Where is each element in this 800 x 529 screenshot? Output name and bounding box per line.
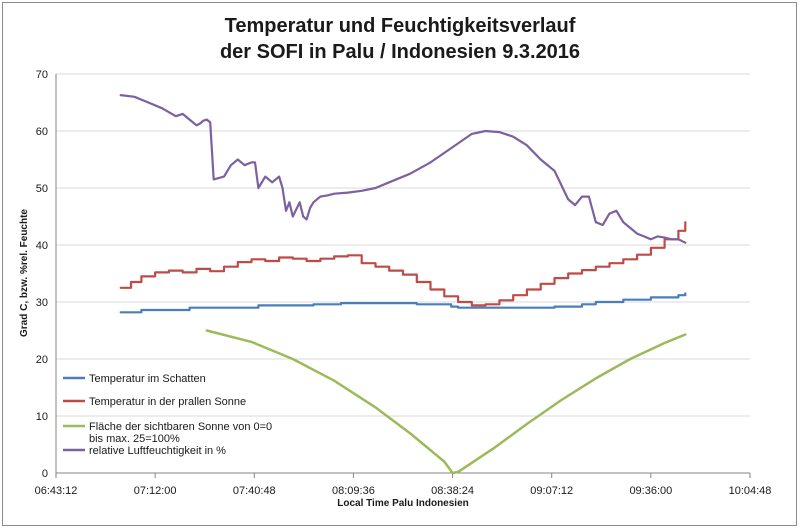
x-tick-label: 10:04:48 bbox=[729, 485, 772, 497]
series-line-sonne bbox=[119, 221, 687, 307]
legend-label-sonnenflaeche-line1: Fläche der sichtbaren Sonne von 0=0 bbox=[89, 421, 272, 433]
axes bbox=[55, 74, 750, 474]
x-tick-label: 07:40:48 bbox=[233, 485, 276, 497]
y-tick-label: 70 bbox=[36, 69, 48, 81]
series-line-schatten bbox=[119, 292, 687, 314]
y-tick-label: 30 bbox=[36, 297, 48, 309]
legend: Temperatur im Schatten Temperatur in der… bbox=[63, 373, 272, 457]
x-axis-label: Local Time Palu Indonesien bbox=[337, 498, 469, 509]
y-tick-label: 60 bbox=[36, 126, 48, 138]
legend-label-feuchte: relative Luftfeuchtigkeit in % bbox=[89, 445, 226, 457]
legend-label-sonne: Temperatur in der prallen Sonne bbox=[89, 396, 246, 408]
series-line-sonnenflaeche bbox=[205, 329, 687, 475]
y-axis-label: Grad C, bzw. %rel. Feuchte bbox=[19, 209, 30, 337]
y-tick-label: 10 bbox=[36, 411, 48, 423]
series-lines bbox=[119, 94, 687, 475]
x-tick-labels: 06:43:12 07:12:00 07:40:48 08:09:36 08:38:24… bbox=[35, 473, 772, 497]
chart-title-line1: Temperatur und Feuchtigkeitsverlauf bbox=[224, 15, 576, 37]
y-tick-labels: 0 10 20 30 40 50 60 70 bbox=[36, 69, 48, 480]
x-tick-label: 09:07:12 bbox=[530, 485, 573, 497]
legend-label-sonnenflaeche-line2: bis max. 25=100% bbox=[89, 433, 180, 445]
y-tick-label: 20 bbox=[36, 354, 48, 366]
x-tick-label: 08:09:36 bbox=[332, 485, 375, 497]
chart-title-line2: der SOFI in Palu / Indonesien 9.3.2016 bbox=[219, 41, 581, 63]
y-tick-label: 40 bbox=[36, 240, 48, 252]
x-tick-label: 08:38:24 bbox=[431, 485, 474, 497]
x-tick-label: 07:12:00 bbox=[134, 485, 177, 497]
y-tick-label: 0 bbox=[42, 468, 48, 480]
legend-label-schatten: Temperatur im Schatten bbox=[89, 373, 206, 385]
series-line-feuchte bbox=[119, 94, 687, 244]
gridlines bbox=[56, 73, 750, 417]
y-tick-label: 50 bbox=[36, 183, 48, 195]
x-tick-label: 06:43:12 bbox=[35, 485, 78, 497]
x-tick-label: 09:36:00 bbox=[629, 485, 672, 497]
